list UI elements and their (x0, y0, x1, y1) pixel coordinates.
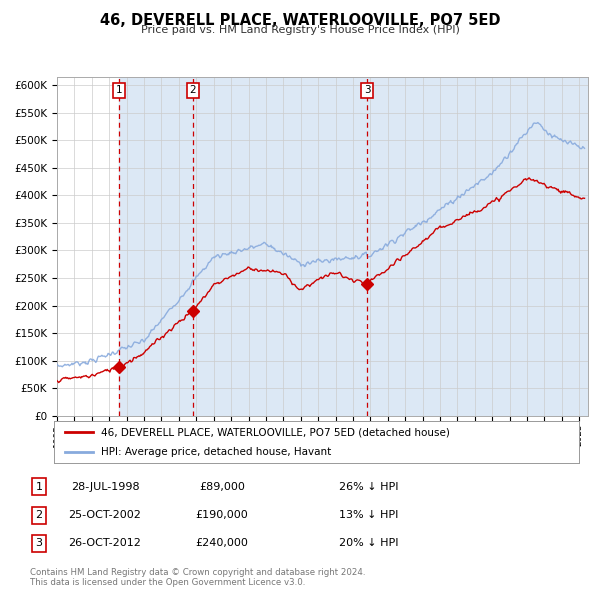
Text: 46, DEVERELL PLACE, WATERLOOVILLE, PO7 5ED: 46, DEVERELL PLACE, WATERLOOVILLE, PO7 5… (100, 13, 500, 28)
Text: 2: 2 (35, 510, 43, 520)
Text: 26-OCT-2012: 26-OCT-2012 (68, 539, 142, 548)
Text: £89,000: £89,000 (199, 482, 245, 491)
Text: 2: 2 (190, 86, 196, 96)
Text: 46, DEVERELL PLACE, WATERLOOVILLE, PO7 5ED (detached house): 46, DEVERELL PLACE, WATERLOOVILLE, PO7 5… (101, 427, 450, 437)
Bar (193, 77, 588, 416)
Text: Contains HM Land Registry data © Crown copyright and database right 2024.
This d: Contains HM Land Registry data © Crown c… (30, 568, 365, 587)
Text: £240,000: £240,000 (196, 539, 248, 548)
Bar (119, 77, 193, 416)
Text: 26% ↓ HPI: 26% ↓ HPI (339, 482, 398, 491)
Text: 3: 3 (35, 539, 43, 548)
Text: 1: 1 (116, 86, 122, 96)
Text: 1: 1 (35, 482, 43, 491)
Text: 20% ↓ HPI: 20% ↓ HPI (339, 539, 398, 548)
Text: 28-JUL-1998: 28-JUL-1998 (71, 482, 139, 491)
Text: 25-OCT-2002: 25-OCT-2002 (68, 510, 142, 520)
Text: 3: 3 (364, 86, 370, 96)
Text: 13% ↓ HPI: 13% ↓ HPI (339, 510, 398, 520)
Text: £190,000: £190,000 (196, 510, 248, 520)
Text: HPI: Average price, detached house, Havant: HPI: Average price, detached house, Hava… (101, 447, 331, 457)
Text: Price paid vs. HM Land Registry's House Price Index (HPI): Price paid vs. HM Land Registry's House … (140, 25, 460, 35)
